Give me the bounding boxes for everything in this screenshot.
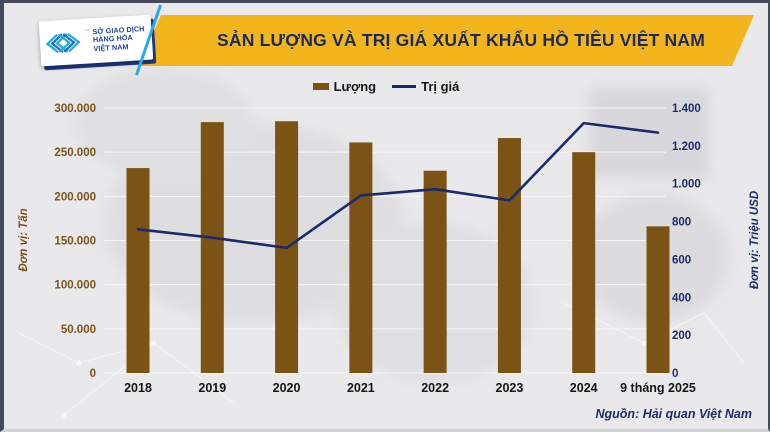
legend-label-luong: Lượng: [333, 79, 377, 94]
x-axis-label-2021: 2021: [347, 381, 375, 395]
left-axis-tick: 100.000: [54, 280, 96, 292]
x-axis-label-2023: 2023: [496, 381, 524, 395]
source-credit: Nguồn: Hải quan Việt Nam: [595, 407, 753, 421]
logo-card: ™ SỞ GIAO DỊCH HÀNG HÓA VIỆT NAM: [38, 14, 154, 67]
bar-2019: [200, 122, 224, 373]
right-axis-tick: 1.400: [672, 103, 701, 115]
y-axis-right-title: Đơn vị: Triệu USD: [749, 190, 761, 290]
legend-item-trigia: Trị giá: [392, 79, 459, 94]
left-axis-tick: 50.000: [61, 324, 96, 336]
legend-line-swatch-icon: [392, 85, 417, 88]
bar-9 tháng 2025: [646, 226, 670, 373]
legend-bar-swatch-icon: [312, 83, 329, 90]
x-axis-label-2020: 2020: [273, 381, 301, 395]
x-axis-label-2024: 2024: [570, 381, 598, 395]
left-axis-tick: 250.000: [54, 147, 96, 159]
x-axis-label-2018: 2018: [124, 381, 152, 395]
right-axis-tick: 400: [672, 292, 691, 304]
left-axis-tick: 300.000: [54, 103, 96, 115]
x-axis-label-2022: 2022: [421, 381, 449, 395]
right-axis-tick: 1.000: [672, 179, 701, 191]
left-axis-tick: 150.000: [54, 236, 96, 248]
logo-org-name: SỞ GIAO DỊCH HÀNG HÓA VIỆT NAM: [92, 24, 146, 54]
legend-label-trigia: Trị giá: [421, 79, 460, 94]
bar-2024: [572, 152, 596, 373]
trademark-symbol: ™: [84, 28, 90, 35]
page-title: SẢN LƯỢNG VÀ TRỊ GIÁ XUẤT KHẨU HỒ TIÊU V…: [216, 30, 706, 50]
bar-2023: [497, 138, 521, 373]
right-axis-tick: 0: [672, 368, 678, 380]
right-axis-tick: 1.200: [672, 141, 701, 153]
right-axis-tick: 200: [672, 330, 691, 342]
left-axis-tick: 200.000: [54, 191, 96, 203]
y-axis-left-title: Đơn vị: Tấn: [18, 208, 30, 272]
bar-2022: [423, 170, 447, 373]
legend-item-luong: Lượng: [312, 79, 377, 94]
left-axis-tick: 0: [90, 368, 96, 380]
combo-chart: 300.000 250.000 200.000 150.000 100.000 50.00…: [54, 103, 701, 395]
chart-legend: Lượng Trị giá: [4, 79, 768, 94]
header-banner: SẢN LƯỢNG VÀ TRỊ GIÁ XUẤT KHẨU HỒ TIÊU V…: [134, 15, 754, 66]
x-axis-label-9-tháng-2025: 9 tháng 2025: [620, 381, 696, 395]
mxv-logo-icon: [45, 32, 81, 53]
logo-org-line: VIỆT NAM: [93, 41, 129, 53]
bar-2018: [126, 168, 150, 373]
right-axis-tick: 800: [672, 217, 691, 229]
x-axis-label-2019: 2019: [198, 381, 226, 395]
right-axis-tick: 600: [672, 254, 691, 266]
bar-2021: [349, 142, 373, 373]
